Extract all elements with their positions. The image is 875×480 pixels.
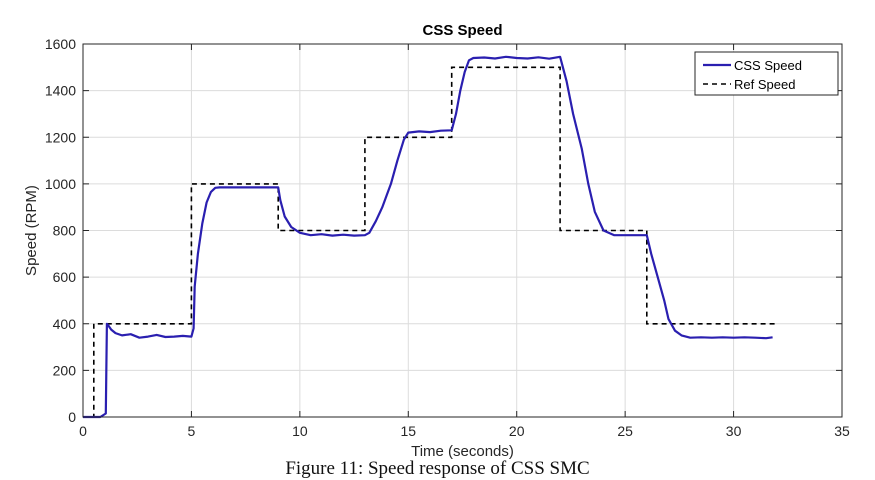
speed-chart: 0 5 10 15 20 25 30 35 0 200 400 600 800 1000 1200 1400 1… (23, 22, 850, 460)
legend-label: CSS Speed (734, 58, 802, 73)
y-tick-label: 600 (53, 269, 77, 285)
y-tick-label: 1200 (45, 129, 76, 145)
x-tick-label: 10 (292, 423, 308, 439)
x-tick-label: 15 (400, 423, 416, 439)
legend-box (694, 51, 839, 96)
y-tick-label: 0 (68, 409, 76, 425)
x-tick-label: 25 (617, 423, 633, 439)
x-tick-label: 5 (188, 423, 196, 439)
series-line-css-speed (83, 55, 773, 419)
y-tick-label: 1000 (45, 176, 76, 192)
grid-lines (83, 44, 842, 417)
x-tick-label: 30 (726, 423, 742, 439)
x-tick-label: 35 (834, 423, 850, 439)
legend: CSS Speed Ref Speed (694, 51, 839, 96)
y-tick-label: 200 (53, 362, 77, 378)
x-axis-label: Time (seconds) (411, 443, 514, 460)
x-tick-label: 20 (509, 423, 525, 439)
axis-ticks: 0 5 10 15 20 25 30 35 0 200 400 600 800 1000 1200 1400 1… (45, 36, 850, 439)
legend-label: Ref Speed (734, 77, 795, 92)
figure-caption: Figure 11: Speed response of CSS SMC (285, 458, 590, 479)
chart-title: CSS Speed (422, 22, 502, 39)
y-tick-label: 400 (53, 316, 77, 332)
y-tick-label: 1600 (45, 36, 76, 52)
y-axis-label: Speed (RPM) (23, 185, 40, 276)
series-layer (83, 55, 777, 419)
y-tick-label: 1400 (45, 83, 76, 99)
y-tick-label: 800 (53, 223, 77, 239)
x-tick-label: 0 (79, 423, 87, 439)
